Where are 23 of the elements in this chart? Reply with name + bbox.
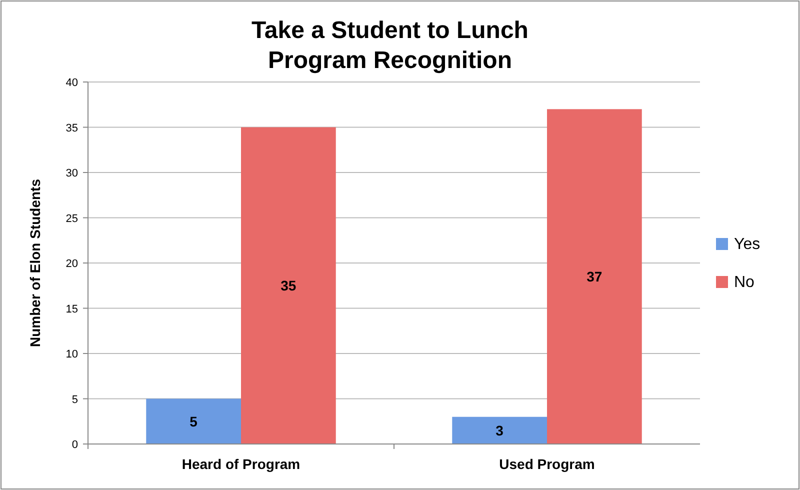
chart-title: Take a Student to Lunch Program Recognition bbox=[252, 17, 528, 74]
y-tick-label: 40 bbox=[66, 77, 78, 89]
y-tick-label: 35 bbox=[66, 122, 78, 134]
legend-label: No bbox=[734, 274, 755, 291]
y-tick-label: 15 bbox=[66, 303, 78, 316]
y-tick-label: 5 bbox=[72, 394, 78, 406]
x-tick-label: Heard of Program bbox=[182, 456, 300, 472]
data-label: 3 bbox=[496, 422, 504, 438]
bar bbox=[146, 398, 241, 444]
data-label: 37 bbox=[586, 268, 602, 285]
x-tick-label: Used Program bbox=[499, 456, 595, 472]
legend-label: Yes bbox=[734, 236, 760, 253]
bar bbox=[547, 109, 642, 444]
y-axis-title: Number of Elon Students bbox=[27, 178, 43, 347]
data-label: 35 bbox=[280, 278, 296, 294]
bar bbox=[241, 127, 336, 444]
data-label: 5 bbox=[190, 413, 198, 430]
bar bbox=[452, 416, 547, 444]
y-tick-label: 30 bbox=[66, 168, 78, 180]
y-tick-label: 10 bbox=[66, 348, 78, 360]
y-tick-label: 20 bbox=[66, 258, 78, 270]
y-tick-label: 0 bbox=[72, 439, 78, 451]
y-tick-label: 25 bbox=[66, 212, 78, 225]
